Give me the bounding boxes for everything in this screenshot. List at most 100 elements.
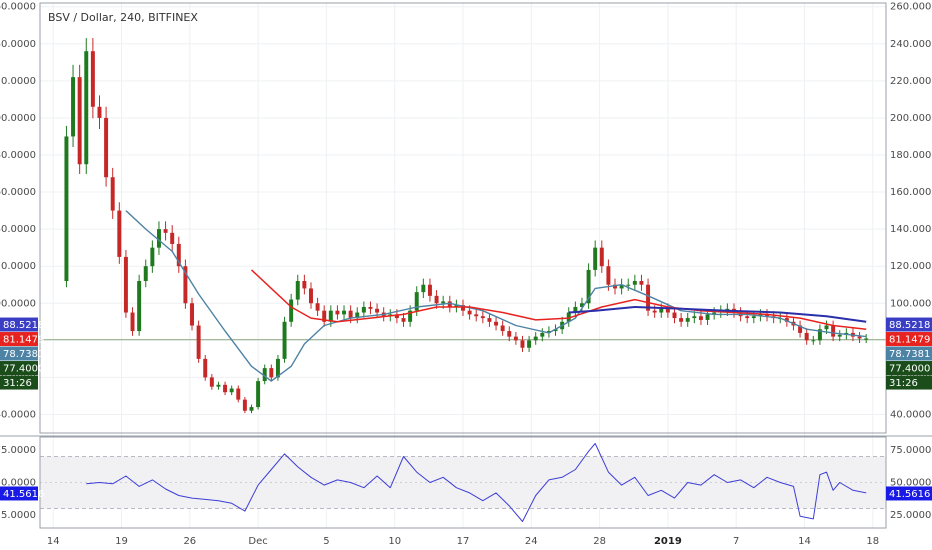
time-tick-label: 26 (183, 536, 196, 547)
candle-body (685, 318, 690, 322)
candle-body (295, 281, 300, 300)
candle-body (447, 301, 452, 307)
candle-body (375, 308, 380, 313)
candle-body (104, 117, 109, 178)
candle-body (348, 310, 353, 319)
candle-body (394, 314, 399, 319)
price-badge-label: 31:26 (889, 378, 918, 389)
price-badge (0, 346, 38, 361)
moving-average-long (250, 269, 867, 330)
chart-title: BSV / Dollar, 240, BITFINEX (48, 11, 198, 24)
price-badge-label: 81.1479 (889, 335, 930, 346)
candle-body (216, 384, 221, 387)
candle-body (817, 329, 822, 341)
candle-body (117, 210, 122, 257)
price-tick-label-right: 200.0000 (890, 113, 932, 124)
candle-body (533, 336, 538, 341)
rsi-tick-label-left: 25.0000 (0, 510, 36, 521)
candle-body (540, 332, 545, 337)
price-badge (0, 317, 38, 332)
rsi-panel-border (39, 436, 887, 529)
candle-body (705, 314, 710, 320)
candle-body (765, 314, 770, 317)
candle-body (632, 281, 637, 285)
time-tick-label: 14 (798, 536, 811, 547)
time-tick-label: 14 (47, 536, 60, 547)
price-badge-label: 31:26 (3, 378, 32, 389)
candle-body (322, 310, 327, 322)
rsi-tick-label-right: 75.0000 (890, 445, 931, 456)
candle-body (401, 318, 406, 322)
candle-body (143, 266, 148, 282)
candle-body (156, 229, 161, 248)
candle-body (229, 388, 234, 393)
price-badge (0, 361, 38, 376)
price-badge-label: 88.5218 (889, 320, 930, 331)
candle-body (639, 281, 644, 285)
candle-body (751, 316, 756, 319)
candle-body (586, 269, 591, 304)
price-tick-label-right: 260.0000 (890, 2, 932, 13)
candle-body (619, 284, 624, 289)
candle-body (811, 340, 816, 342)
price-tick-label-left: 100.0000 (0, 298, 36, 309)
candle-body (798, 325, 803, 333)
candle-body (97, 106, 102, 118)
candle-body (434, 295, 439, 304)
price-tick-label-right: 100.0000 (890, 298, 932, 309)
rsi-tick-label-left: 75.0000 (0, 445, 36, 456)
candle-body (679, 318, 684, 322)
candle-body (282, 321, 287, 359)
moving-average-slow (568, 306, 867, 323)
candle-body (831, 325, 836, 337)
candle-body (309, 288, 313, 304)
candle-body (698, 316, 703, 320)
price-tick-label-left: 260.0000 (0, 2, 36, 13)
candle-body (342, 310, 347, 315)
candle-body (176, 243, 181, 267)
price-badge-label: 88.5218 (3, 320, 44, 331)
price-badge-label: 78.7381 (889, 349, 930, 360)
price-badge (886, 346, 932, 361)
candle-body (546, 331, 551, 333)
candle-body (275, 358, 280, 378)
candle-body (692, 316, 697, 319)
candle-body (209, 377, 214, 387)
candle-body (335, 310, 340, 315)
candle-body (249, 407, 254, 411)
candle-body (150, 247, 155, 267)
time-tick-label: 7 (733, 536, 739, 547)
candle-body (461, 305, 465, 311)
time-tick-label: 2019 (654, 536, 682, 547)
time-tick-label: 5 (323, 536, 329, 547)
time-tick-label: Dec (248, 536, 267, 547)
candle-body (500, 325, 505, 332)
candle-body (163, 229, 168, 233)
candle-body (190, 303, 194, 326)
price-tick-label-right: 220.0000 (890, 76, 932, 87)
candle-body (520, 340, 525, 348)
series-layer (40, 38, 886, 522)
candle-body (315, 303, 320, 311)
price-badge-label: 77.4000 (3, 364, 44, 375)
time-tick-label: 17 (457, 536, 470, 547)
candle-body (579, 303, 584, 307)
candle-body (90, 51, 95, 107)
price-tick-label-right: 160.0000 (890, 187, 932, 198)
price-tick-label-left: 120.0000 (0, 261, 36, 272)
candle-body (361, 306, 366, 313)
candle-body (864, 338, 869, 340)
candle-body (421, 284, 426, 293)
candle-body (302, 281, 307, 289)
price-badge-label: 78.7381 (3, 349, 44, 360)
candle-body (507, 331, 512, 337)
time-tick-label: 18 (866, 536, 879, 547)
candle-body (203, 358, 208, 378)
price-badge (886, 375, 932, 390)
candle-body (566, 312, 571, 322)
candle-body (170, 232, 175, 244)
candle-body (665, 308, 670, 313)
candle-body (857, 336, 862, 339)
